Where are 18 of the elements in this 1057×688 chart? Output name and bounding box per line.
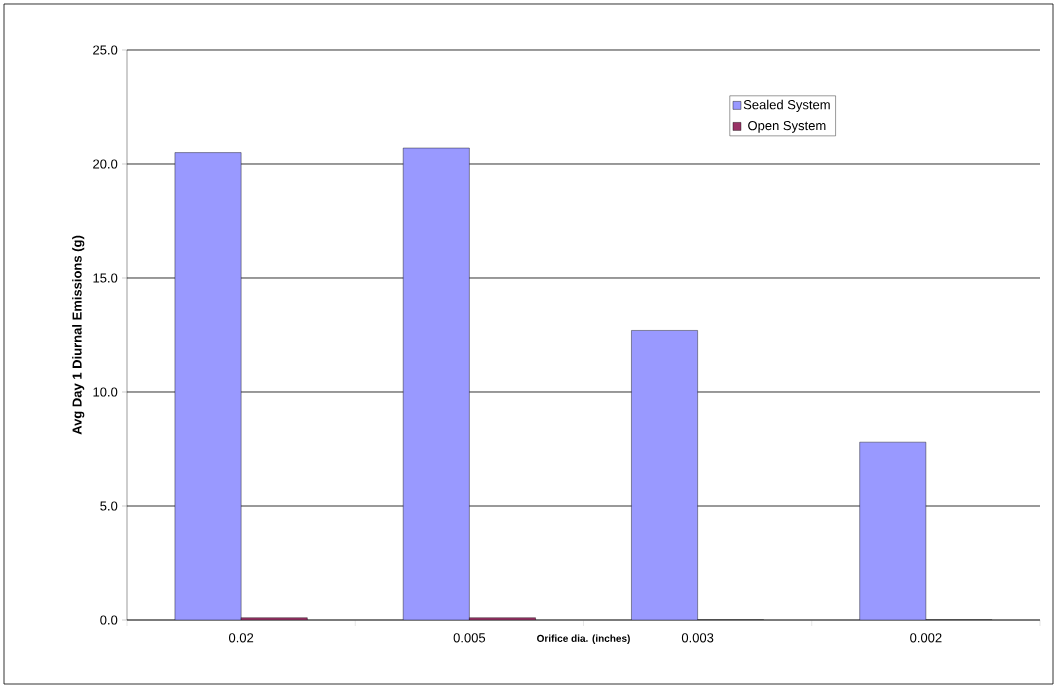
- y-tick-label: 5.0: [100, 501, 118, 511]
- y-tick-label: 15.0: [93, 273, 118, 283]
- legend-label: Open System: [748, 120, 826, 133]
- y-axis-title: Avg Day 1 Diurnal Emissions (g): [72, 235, 85, 435]
- y-tick-label: 10.0: [93, 387, 118, 397]
- x-tick-label: 0.003: [681, 633, 714, 643]
- x-axis-title: Orifice dia. (inches): [537, 634, 630, 644]
- bar: [631, 330, 698, 620]
- y-tick-label: 25.0: [93, 45, 118, 55]
- legend-label: Sealed System: [743, 99, 830, 112]
- x-tick-label: 0.002: [910, 633, 942, 643]
- y-tick-label: 20.0: [93, 159, 118, 169]
- y-tick-label: 0.0: [100, 615, 118, 625]
- x-tick-label: 0.02: [228, 633, 254, 643]
- bar: [174, 152, 242, 620]
- bar: [403, 148, 470, 620]
- x-tick-label: 0.005: [453, 633, 486, 643]
- bar: [859, 441, 927, 620]
